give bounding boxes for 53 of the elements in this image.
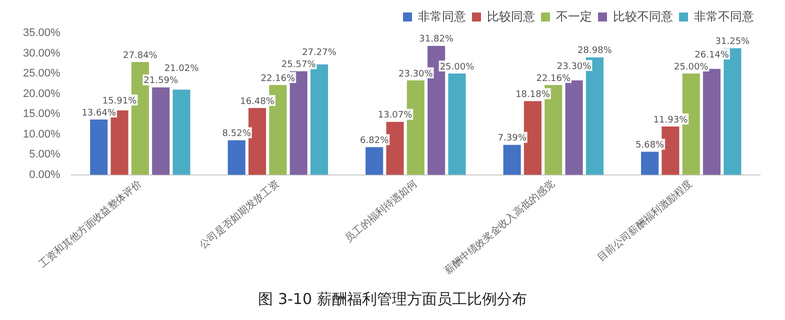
data-label: 22.16% [260, 74, 296, 84]
data-label: 21.02% [164, 64, 200, 74]
y-tick-label: 15.00% [22, 108, 61, 120]
data-label: 13.07% [378, 110, 413, 121]
legend-label: 比较不同意 [613, 9, 673, 24]
text: 图 3-10 薪酬福利管理方面员工比例分布 [257, 290, 528, 309]
data-label: 27.84% [123, 50, 158, 61]
bar [565, 80, 583, 175]
data-label: 5.68% [636, 140, 665, 151]
data-label: 15.91% [102, 96, 138, 106]
x-tick-label: 员工的福利待遇如何 [342, 178, 420, 245]
data-label: 18.18% [516, 90, 550, 100]
bar [366, 147, 384, 175]
data-label: 16.48% [240, 96, 275, 107]
data-label: 31.82% [419, 34, 454, 45]
data-label: 22.16% [536, 74, 571, 84]
bar [641, 152, 659, 175]
x-tick-label: 公司是否如期发放工资 [197, 178, 282, 252]
data-label: 26.14% [694, 50, 730, 60]
y-tick-label: 35.00% [22, 27, 61, 40]
bar [90, 120, 108, 175]
y-tick-label: 25.00% [22, 68, 61, 80]
bar [703, 68, 721, 175]
data-label: 25.00% [674, 62, 709, 72]
data-label: 21.59% [144, 76, 178, 86]
data-label: 13.64% [82, 108, 116, 118]
y-tick-label: 10.00% [22, 128, 61, 140]
data-label: 11.93% [653, 115, 688, 126]
data-label: 31.25% [715, 37, 750, 48]
data-label: 6.82% [360, 136, 390, 146]
data-label: 25.57% [281, 60, 316, 70]
bar [228, 140, 246, 175]
data-label: 27.27% [302, 48, 337, 58]
legend-label: 不一定 [556, 9, 592, 24]
legend-label: 非常不同意 [694, 9, 754, 24]
data-label: 8.52% [222, 129, 252, 140]
bar [172, 90, 190, 175]
data-label: 23.30% [556, 62, 592, 72]
legend-label: 比较同意 [487, 9, 535, 24]
bar [448, 74, 466, 175]
bar [152, 87, 170, 175]
data-label: 23.30% [398, 69, 434, 80]
bar [662, 126, 680, 175]
data-label: 7.39% [498, 134, 527, 144]
data-label: 28.98% [578, 46, 612, 56]
x-tick-label: 薪酬中绩效奖金收入高低的感觉 [442, 178, 558, 277]
y-tick-label: 30.00% [22, 47, 61, 60]
y-tick-label: 20.00% [22, 88, 61, 100]
x-tick-label: 目前公司薪酬福利激励程度 [595, 178, 695, 264]
legend-label: 非常同意 [418, 9, 466, 24]
y-tick-label: 5.00% [29, 148, 61, 161]
data-label: 25.00% [440, 62, 475, 72]
bar [503, 144, 521, 175]
